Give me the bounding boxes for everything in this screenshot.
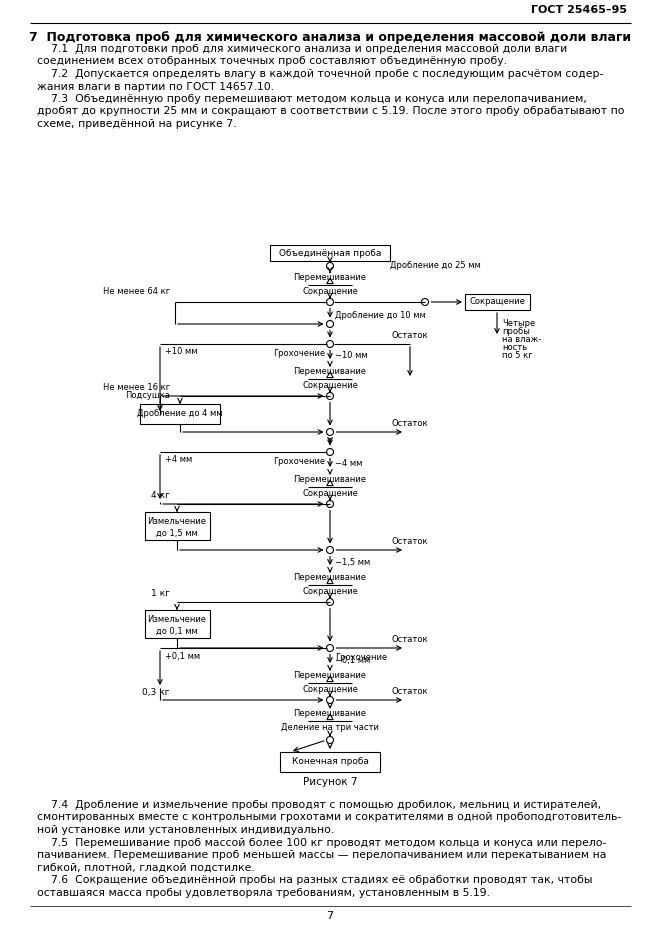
Text: Подсушка: Подсушка: [125, 390, 170, 400]
Text: Сокращение: Сокращение: [302, 287, 358, 297]
Text: Грохочение: Грохочение: [273, 349, 325, 358]
Text: −1,5 мм: −1,5 мм: [335, 558, 370, 566]
Text: Остаток: Остаток: [392, 537, 428, 547]
Text: Перемешивание: Перемешивание: [293, 671, 366, 680]
Text: Грохочение: Грохочение: [273, 458, 325, 466]
Text: по 5 кг: по 5 кг: [502, 352, 533, 360]
Text: −10 мм: −10 мм: [335, 352, 368, 360]
Text: 7.3  Объединённую пробу перемешивают методом кольца и конуса или перелопачивание: 7.3 Объединённую пробу перемешивают мето…: [37, 94, 587, 104]
Text: Остаток: Остаток: [392, 331, 428, 341]
Text: ГОСТ 25465–95: ГОСТ 25465–95: [531, 5, 627, 15]
Bar: [145, 512, 210, 540]
Text: Сокращение: Сокращение: [302, 588, 358, 596]
Text: дробят до крупности 25 мм и сокращают в соответствии с 5.19. После этого пробу о: дробят до крупности 25 мм и сокращают в …: [37, 107, 625, 116]
Text: 7.1  Для подготовки проб для химического анализа и определения массовой доли вла: 7.1 Для подготовки проб для химического …: [37, 44, 567, 54]
Text: 7  Подготовка проб для химического анализа и определения массовой доли влаги: 7 Подготовка проб для химического анализ…: [29, 31, 631, 44]
Text: пробы: пробы: [502, 328, 530, 337]
Bar: [280, 752, 380, 772]
Text: 7.5  Перемешивание проб массой более 100 кг проводят методом кольца и конуса или: 7.5 Перемешивание проб массой более 100 …: [37, 838, 606, 847]
Text: Перемешивание: Перемешивание: [293, 273, 366, 283]
Text: Перемешивание: Перемешивание: [293, 574, 366, 582]
Text: оставшаяся масса пробы удовлетворяла требованиям, установленным в 5.19.: оставшаяся масса пробы удовлетворяла тре…: [37, 887, 490, 898]
Text: Остаток: Остаток: [392, 419, 428, 429]
Bar: [270, 245, 390, 261]
Text: на влаж-: на влаж-: [502, 335, 541, 344]
Text: Четыре: Четыре: [502, 319, 535, 329]
Text: 7.2  Допускается определять влагу в каждой точечной пробе с последующим расчётом: 7.2 Допускается определять влагу в каждо…: [37, 69, 603, 79]
Text: соединением всех отобранных точечных проб составляют объединённую пробу.: соединением всех отобранных точечных про…: [37, 56, 507, 66]
Text: +0,1 мм: +0,1 мм: [165, 651, 200, 661]
Text: смонтированных вместе с контрольными грохотами и сократителями в одной пробоподг: смонтированных вместе с контрольными гро…: [37, 812, 621, 823]
Bar: [140, 404, 220, 424]
Text: 4 кг: 4 кг: [151, 491, 170, 501]
Text: схеме, приведённой на рисунке 7.: схеме, приведённой на рисунке 7.: [37, 119, 237, 129]
Text: Не менее 16 кг: Не менее 16 кг: [103, 383, 170, 391]
Text: жания влаги в партии по ГОСТ 14657.10.: жания влаги в партии по ГОСТ 14657.10.: [37, 81, 274, 92]
Text: Дробление до 25 мм: Дробление до 25 мм: [390, 261, 481, 271]
Text: Перемешивание: Перемешивание: [293, 475, 366, 485]
Text: Остаток: Остаток: [392, 636, 428, 645]
Text: Объединённая проба: Объединённая проба: [279, 248, 381, 257]
Text: Сокращение: Сокращение: [302, 685, 358, 695]
Text: Сокращение: Сокращение: [302, 382, 358, 390]
Text: Остаток: Остаток: [392, 688, 428, 696]
Text: 1 кг: 1 кг: [151, 590, 170, 598]
Text: Не менее 64 кг: Не менее 64 кг: [103, 287, 170, 297]
Text: 7.6  Сокращение объединённой пробы на разных стадиях её обработки проводят так, : 7.6 Сокращение объединённой пробы на раз…: [37, 875, 592, 885]
Text: Дробление до 4 мм: Дробление до 4 мм: [137, 409, 223, 418]
Text: ной установке или установленных индивидуально.: ной установке или установленных индивиду…: [37, 825, 334, 835]
Text: ность: ность: [502, 344, 527, 353]
Text: до 0,1 мм: до 0,1 мм: [156, 626, 198, 636]
Text: Дробление до 10 мм: Дробление до 10 мм: [335, 312, 426, 320]
Text: Перемешивание: Перемешивание: [293, 709, 366, 719]
Text: пачиванием. Перемешивание проб меньшей массы — перелопачиванием или перекатывани: пачиванием. Перемешивание проб меньшей м…: [37, 850, 606, 860]
Text: Сокращение: Сокращение: [302, 490, 358, 499]
Text: Деление на три части: Деление на три части: [281, 724, 379, 733]
Text: −4 мм: −4 мм: [335, 460, 362, 469]
Text: Конечная проба: Конечная проба: [292, 757, 368, 767]
Text: Рисунок 7: Рисунок 7: [303, 777, 357, 787]
Text: гибкой, плотной, гладкой подстилке.: гибкой, плотной, гладкой подстилке.: [37, 862, 254, 872]
Text: 7: 7: [327, 911, 334, 921]
Text: Перемешивание: Перемешивание: [293, 368, 366, 376]
Text: +4 мм: +4 мм: [165, 456, 192, 464]
Text: −0,1 мм: −0,1 мм: [335, 655, 370, 665]
Text: Грохочение: Грохочение: [335, 653, 387, 663]
Text: 7.4  Дробление и измельчение пробы проводят с помощью дробилок, мельниц и истира: 7.4 Дробление и измельчение пробы провод…: [37, 800, 601, 810]
Bar: [465, 294, 530, 310]
Text: Сокращение: Сокращение: [469, 298, 525, 306]
Text: Измельчение: Измельчение: [147, 615, 206, 623]
Text: +10 мм: +10 мм: [165, 347, 198, 357]
Bar: [145, 610, 210, 638]
Text: до 1,5 мм: до 1,5 мм: [156, 529, 198, 537]
Text: Измельчение: Измельчение: [147, 517, 206, 525]
Text: 0,3 кг: 0,3 кг: [143, 688, 170, 696]
